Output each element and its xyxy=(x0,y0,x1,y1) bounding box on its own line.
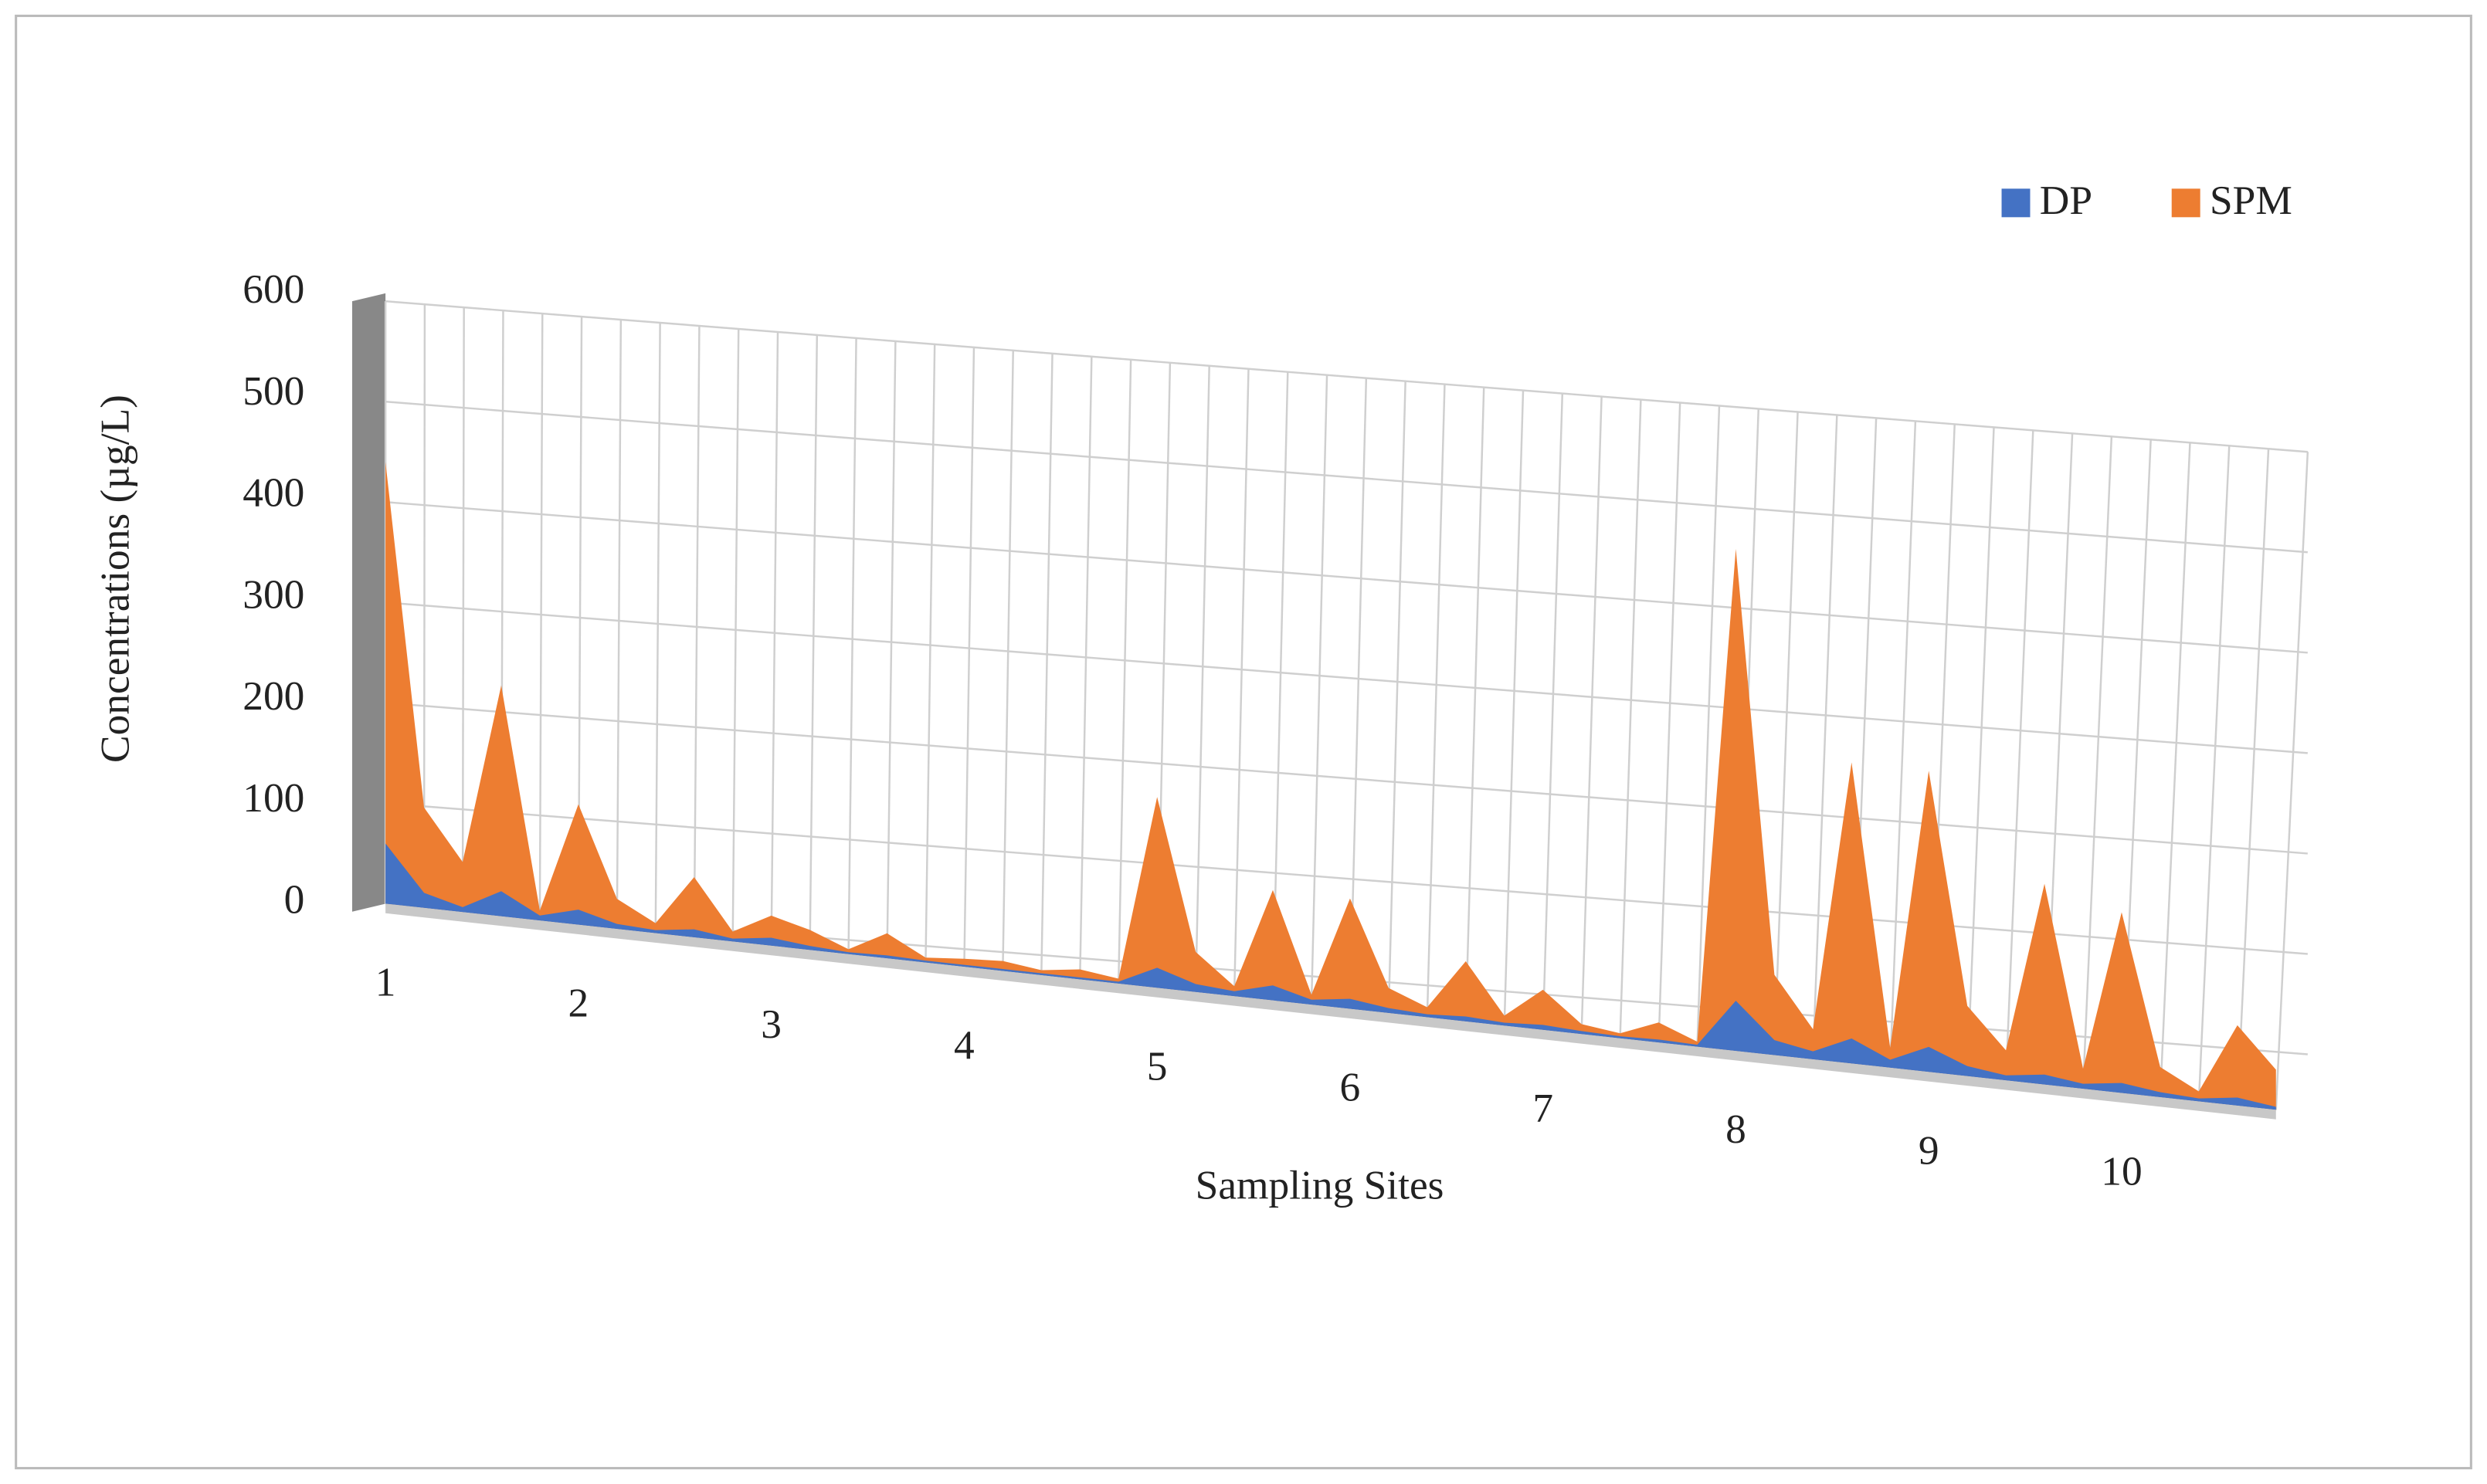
grid-line-vertical xyxy=(1002,350,1014,971)
legend-swatch xyxy=(2001,188,2031,218)
grid-line-vertical xyxy=(1542,393,1564,1030)
legend-label: DP xyxy=(2040,177,2092,223)
grid-line-vertical xyxy=(1812,415,1838,1060)
grid-line-vertical xyxy=(1271,371,1289,1001)
grid-line-vertical xyxy=(1773,412,1799,1055)
grid-line-vertical xyxy=(963,347,975,967)
x-tick-label: 2 xyxy=(568,980,589,1026)
x-tick-label: 1 xyxy=(375,958,396,1005)
x-tick-label: 8 xyxy=(1725,1106,1746,1152)
grid-line-vertical xyxy=(1040,353,1053,976)
grid-line-vertical xyxy=(770,331,779,946)
grid-line-vertical xyxy=(2004,430,2034,1081)
grid-line-vertical xyxy=(461,307,465,913)
x-tick-label: 5 xyxy=(1147,1042,1168,1089)
grid-line-vertical xyxy=(1079,356,1093,980)
legend-label: SPM xyxy=(2210,177,2292,223)
x-tick-label: 4 xyxy=(954,1022,975,1068)
grid-line xyxy=(385,501,2308,654)
grid-line-vertical xyxy=(616,320,623,930)
grid-line-vertical xyxy=(2159,442,2191,1098)
grid-line-vertical xyxy=(1426,384,1446,1018)
x-tick-label: 9 xyxy=(1919,1127,1939,1173)
legend-swatch xyxy=(2171,188,2200,218)
grid-line-vertical xyxy=(1657,402,1681,1043)
grid-line-vertical xyxy=(1233,368,1250,997)
grid-line-vertical xyxy=(1387,381,1406,1014)
y-tick-label: 0 xyxy=(284,876,305,923)
y-tick-label: 600 xyxy=(243,266,304,312)
x-tick-label: 10 xyxy=(2101,1148,2142,1194)
grid-line-vertical xyxy=(1966,427,1995,1076)
grid-line-vertical xyxy=(538,313,544,921)
grid-line-vertical xyxy=(1580,396,1603,1035)
grid-line-vertical xyxy=(731,328,740,942)
grid-line xyxy=(385,400,2308,554)
grid-line-vertical xyxy=(1503,390,1525,1026)
grid-line-vertical xyxy=(847,337,857,954)
grid-line-vertical xyxy=(1696,405,1721,1047)
x-tick-label: 7 xyxy=(1532,1085,1553,1131)
grid-line-vertical xyxy=(809,334,819,950)
y-tick-label: 300 xyxy=(243,571,304,617)
floor xyxy=(385,903,2276,1120)
grid-line-vertical xyxy=(925,344,936,963)
grid-line-vertical xyxy=(1464,387,1485,1022)
grid-line-vertical xyxy=(2275,452,2309,1110)
grid-line-vertical xyxy=(422,304,426,908)
grid-line-vertical xyxy=(886,341,897,959)
y-tick-label: 200 xyxy=(243,673,304,719)
x-tick-label: 6 xyxy=(1340,1064,1361,1110)
x-axis-title: Sampling Sites xyxy=(1196,1161,1444,1208)
y-tick-label: 500 xyxy=(243,368,304,414)
grid-line-vertical xyxy=(1619,399,1642,1038)
side-wall xyxy=(351,293,386,912)
grid-line-vertical xyxy=(654,323,661,933)
grid-line xyxy=(385,601,2308,754)
grid-line xyxy=(385,702,2308,855)
grid-line-vertical xyxy=(2236,449,2270,1106)
grid-line-vertical xyxy=(2082,436,2113,1089)
area xyxy=(385,462,2276,1110)
grid-line xyxy=(385,802,2308,955)
grid-line-vertical xyxy=(1117,359,1132,984)
y-tick-label: 100 xyxy=(243,774,304,821)
grid-line-vertical xyxy=(1889,421,1917,1068)
grid-line xyxy=(385,300,2308,453)
y-axis-title: Concentrations (µg/L) xyxy=(91,395,137,763)
grid-line-vertical xyxy=(1310,374,1328,1005)
grid-line-vertical xyxy=(1194,365,1210,992)
x-tick-label: 3 xyxy=(761,1001,782,1047)
grid-line-vertical xyxy=(2197,446,2231,1102)
y-tick-label: 400 xyxy=(243,469,304,516)
grid-line-vertical xyxy=(693,325,701,938)
grid-line-vertical xyxy=(1349,378,1368,1009)
